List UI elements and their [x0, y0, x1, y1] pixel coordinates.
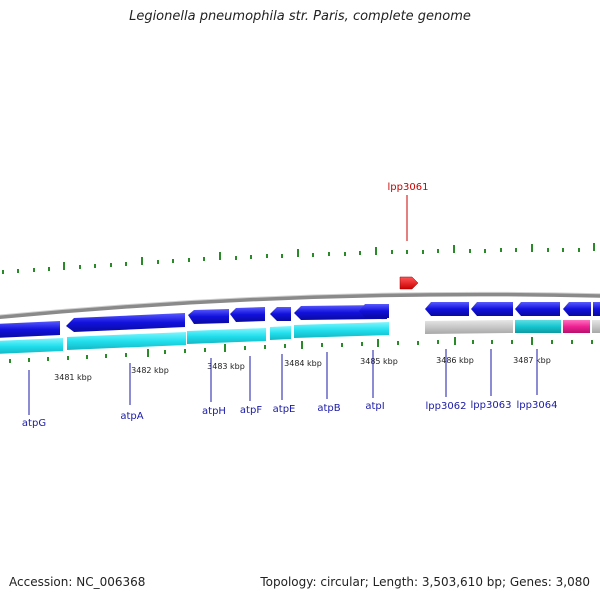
gene-atpF[interactable] — [230, 307, 265, 322]
backbone-arc — [0, 292, 600, 320]
lpp3061-feature[interactable] — [399, 276, 419, 290]
kbp-label: 3487 kbp — [513, 356, 551, 365]
kbp-label: 3482 kbp — [131, 366, 169, 375]
kbp-label: 3483 kbp — [207, 362, 245, 371]
kbp-scale: 3481 kbp 3482 kbp 3483 kbp 3484 kbp 3485… — [54, 356, 551, 382]
cds-atpG[interactable] — [0, 338, 63, 354]
cds-lpp3062-lpp3063[interactable] — [425, 320, 513, 334]
cds-atpB-atpI[interactable] — [294, 322, 389, 338]
gene-lpp3062[interactable] — [425, 302, 469, 316]
cds-track[interactable] — [0, 320, 600, 354]
cds-next[interactable] — [592, 320, 600, 333]
cds-lpp3064[interactable] — [515, 320, 561, 333]
backbone-highlight — [0, 291, 600, 316]
kbp-label: 3485 kbp — [360, 357, 398, 366]
map-title: Legionella pneumophila str. Paris, compl… — [129, 9, 471, 24]
lpp3061-label[interactable]: lpp3061 — [388, 182, 429, 193]
accession-text: Accession: NC_006368 — [9, 575, 146, 589]
gene-lpp3063[interactable] — [471, 302, 513, 316]
gene-label-atpH[interactable]: atpH — [202, 406, 226, 417]
gene-atpH[interactable] — [188, 309, 229, 324]
gene-label-atpA[interactable]: atpA — [120, 411, 143, 422]
cds-atpH-atpF[interactable] — [187, 328, 266, 344]
gene-label-atpF[interactable]: atpF — [240, 405, 262, 416]
gene-track[interactable] — [0, 302, 600, 338]
upper-tick-track — [2, 243, 595, 274]
kbp-label: 3484 kbp — [284, 359, 322, 368]
gene-atpE[interactable] — [270, 307, 291, 321]
gene-labels: atpG atpA atpH atpF atpE atpB atpI lpp30… — [22, 400, 558, 429]
cds-atpE[interactable] — [270, 326, 291, 340]
gene-pointers — [28, 349, 538, 415]
gene-lpp3064[interactable] — [515, 302, 560, 316]
gene-atpI[interactable] — [359, 304, 389, 318]
gene-label-atpG[interactable]: atpG — [22, 418, 46, 429]
gene-label-lpp3062[interactable]: lpp3062 — [426, 401, 467, 412]
gene-atpG[interactable] — [0, 321, 60, 338]
gene-next-2[interactable] — [593, 302, 600, 316]
gene-next-1[interactable] — [563, 302, 591, 316]
gene-atpA[interactable] — [66, 313, 185, 332]
gene-label-lpp3063[interactable]: lpp3063 — [471, 400, 512, 411]
kbp-label: 3481 kbp — [54, 373, 92, 382]
topology-summary: Topology: circular; Length: 3,503,610 bp… — [260, 575, 590, 589]
lower-tick-track — [9, 337, 593, 363]
gene-label-atpI[interactable]: atpI — [365, 401, 384, 412]
gene-label-atpB[interactable]: atpB — [317, 403, 340, 414]
gene-label-atpE[interactable]: atpE — [273, 404, 296, 415]
cds-pink[interactable] — [563, 320, 590, 333]
kbp-label: 3486 kbp — [436, 356, 474, 365]
cds-atpA[interactable] — [67, 332, 186, 350]
gene-label-lpp3064[interactable]: lpp3064 — [517, 400, 558, 411]
